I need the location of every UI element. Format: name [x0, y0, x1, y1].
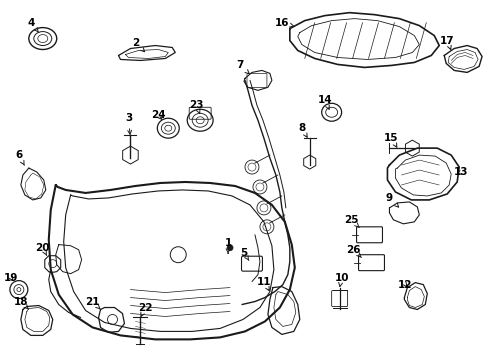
Text: 3: 3	[124, 113, 132, 134]
Text: 8: 8	[298, 123, 306, 137]
Text: 2: 2	[132, 37, 144, 52]
Text: 23: 23	[188, 100, 203, 113]
Text: 18: 18	[14, 297, 29, 309]
Text: 11: 11	[256, 276, 271, 291]
Text: 5: 5	[240, 248, 248, 261]
Circle shape	[226, 245, 233, 251]
Text: 16: 16	[274, 18, 294, 28]
Text: 6: 6	[15, 150, 24, 165]
Text: 22: 22	[138, 302, 152, 316]
Text: 4: 4	[27, 18, 39, 32]
Text: 9: 9	[385, 193, 398, 207]
Text: 14: 14	[317, 95, 331, 109]
Text: 17: 17	[439, 36, 454, 49]
Text: 15: 15	[384, 133, 398, 147]
Text: 13: 13	[453, 167, 468, 177]
Text: 19: 19	[4, 273, 18, 283]
Text: 25: 25	[344, 215, 359, 228]
Text: 21: 21	[85, 297, 100, 309]
Text: 10: 10	[334, 273, 348, 287]
Text: 7: 7	[236, 60, 249, 74]
Text: 20: 20	[36, 243, 50, 256]
Text: 26: 26	[346, 245, 361, 257]
Text: 1: 1	[224, 238, 231, 253]
Text: 12: 12	[397, 280, 412, 289]
Text: 24: 24	[151, 110, 165, 120]
